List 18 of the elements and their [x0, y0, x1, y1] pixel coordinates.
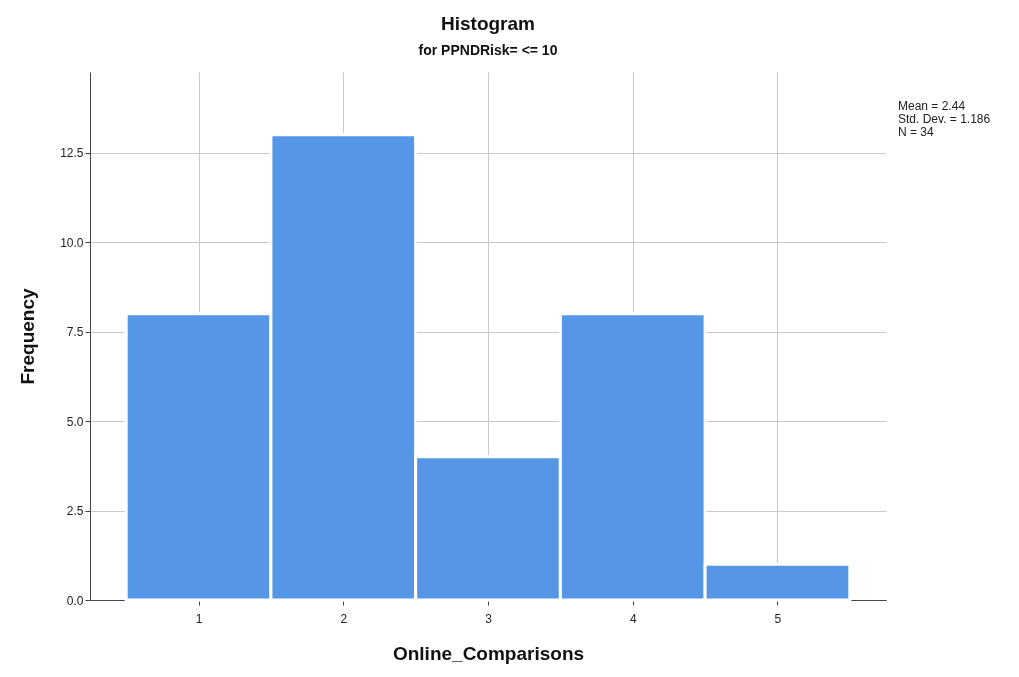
- y-tick-label: 2.5: [66, 504, 84, 519]
- x-tick-label: 2: [340, 611, 348, 626]
- text: Std. Dev. = 1.186: [898, 112, 991, 126]
- x-tick-label: 4: [629, 611, 637, 626]
- y-tick-label: 5.0: [66, 414, 84, 429]
- x-axis-title: Online_Comparisons: [392, 642, 585, 664]
- x-tick-label: 5: [774, 611, 782, 626]
- y-tick-label: 0.0: [66, 593, 84, 608]
- text: Mean = 2.44: [898, 99, 966, 113]
- y-tick-label: 7.5: [66, 325, 84, 340]
- chart-title: Histogram: [441, 13, 535, 34]
- y-tick-label: 12.5: [60, 146, 84, 161]
- y-tick-label: 10.0: [60, 235, 84, 250]
- chart-subtitle: for PPNDRisk= <= 10: [418, 42, 558, 58]
- x-tick-label: 3: [485, 611, 493, 626]
- x-tick-label: 1: [195, 611, 203, 626]
- text: N = 34: [898, 125, 935, 139]
- y-axis-title: Frequency: [17, 288, 39, 385]
